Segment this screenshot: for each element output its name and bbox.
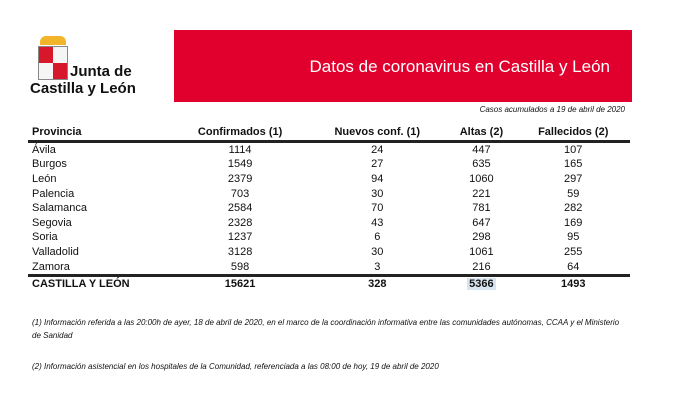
col-provincia: Provincia xyxy=(28,124,172,143)
col-nuevos: Nuevos conf. (1) xyxy=(308,124,447,143)
table-cell: 1114 xyxy=(228,143,252,156)
table-cell: 216 xyxy=(472,260,491,273)
table-cell: Burgos xyxy=(32,158,67,171)
table-cell: 1549 xyxy=(227,158,253,171)
table-cell: CASTILLA Y LEÓN xyxy=(28,274,172,293)
table-cell: 1061 xyxy=(469,245,494,258)
table-row: Burgos 1549 27 635 165 xyxy=(28,158,630,173)
page-title: Datos de coronavirus en Castilla y León xyxy=(309,57,611,76)
data-table: Provincia Confirmados (1) Nuevos conf. (… xyxy=(28,124,630,293)
table-cell: 3128 xyxy=(227,245,253,258)
table-cell: 59 xyxy=(567,187,580,200)
table-cell: Palencia xyxy=(32,187,75,200)
table-cell: Ávila xyxy=(32,143,56,156)
table-row: Ávila 1114 24 447 107 xyxy=(28,142,630,158)
table-cell-value: 5366 xyxy=(467,278,496,291)
table-cell: 169 xyxy=(564,216,583,229)
header-row: Provincia Confirmados (1) Nuevos conf. (… xyxy=(28,124,630,143)
table-cell: Valladolid xyxy=(32,245,79,258)
table-cell: 598 xyxy=(230,260,250,273)
table-cell: 64 xyxy=(567,260,580,273)
crown-icon xyxy=(40,36,66,45)
title-banner: Datos de coronavirus en Castilla y León xyxy=(174,30,632,102)
table-cell: 1237 xyxy=(227,231,253,244)
table-cell: 24 xyxy=(371,143,384,156)
table-cell: Zamora xyxy=(32,260,70,273)
table-cell: 2379 xyxy=(227,172,253,185)
table-cell: 703 xyxy=(230,187,250,200)
table-cell: 27 xyxy=(371,158,384,171)
date-subtitle: Casos acumulados a 19 de abril de 2020 xyxy=(479,105,625,114)
table-row: Soria 1237 6 298 95 xyxy=(28,231,630,246)
table-cell: 1493 xyxy=(516,274,630,293)
table-cell: 15621 xyxy=(172,274,309,293)
table-row: León 2379 94 1060 297 xyxy=(28,172,630,187)
col-altas: Altas (2) xyxy=(446,124,517,143)
table-cell: 3 xyxy=(374,260,381,273)
table-cell: 2584 xyxy=(227,202,253,215)
col-confirmados: Confirmados (1) xyxy=(172,124,309,143)
table-cell: 94 xyxy=(371,172,384,185)
col-fallecidos: Fallecidos (2) xyxy=(516,124,630,143)
table-cell: 447 xyxy=(472,143,491,156)
table-cell: 95 xyxy=(567,231,580,244)
total-row: CASTILLA Y LEÓN 15621 328 5366 1493 xyxy=(28,274,630,293)
table-cell: 647 xyxy=(472,216,491,229)
footnote-1: (1) Información referida a las 20:00h de… xyxy=(32,318,620,340)
table-cell: 328 xyxy=(308,274,447,293)
table-cell: 43 xyxy=(371,216,384,229)
table-cell: 70 xyxy=(371,202,384,215)
table-cell: 107 xyxy=(564,143,583,156)
footnote-2: (2) Información asistencial en los hospi… xyxy=(32,362,439,371)
coat-of-arms-icon xyxy=(38,46,68,80)
table-cell: 635 xyxy=(472,158,491,171)
table-cell: 255 xyxy=(564,245,583,258)
table-cell: Salamanca xyxy=(32,202,88,215)
table-row: Valladolid 3128 30 1061 255 xyxy=(28,245,630,260)
table-cell: 30 xyxy=(371,245,384,258)
table-cell: León xyxy=(32,172,57,185)
table-cell: Soria xyxy=(32,231,58,244)
table-cell: 5366 xyxy=(446,274,517,293)
junta-logo: Junta de Castilla y León xyxy=(28,36,148,102)
table-cell: 1060 xyxy=(469,172,494,185)
table-cell: 297 xyxy=(564,172,583,185)
table-row: Segovia 2328 43 647 169 xyxy=(28,216,630,231)
table-row: Palencia 703 30 221 59 xyxy=(28,187,630,202)
table-cell: 2328 xyxy=(227,216,253,229)
logo-line-2: Castilla y León xyxy=(30,80,136,97)
logo-line-1: Junta de xyxy=(70,63,132,80)
table-cell: 6 xyxy=(374,231,381,244)
table-cell: 298 xyxy=(472,231,491,244)
table-row: Zamora 598 3 216 64 xyxy=(28,260,630,276)
table-cell: 165 xyxy=(564,158,583,171)
table-cell: 30 xyxy=(371,187,384,200)
table-cell: 282 xyxy=(564,202,583,215)
table-cell: 221 xyxy=(472,187,491,200)
table-row: Salamanca 2584 70 781 282 xyxy=(28,201,630,216)
table-cell: Segovia xyxy=(32,216,72,229)
table-cell: 781 xyxy=(472,202,491,215)
